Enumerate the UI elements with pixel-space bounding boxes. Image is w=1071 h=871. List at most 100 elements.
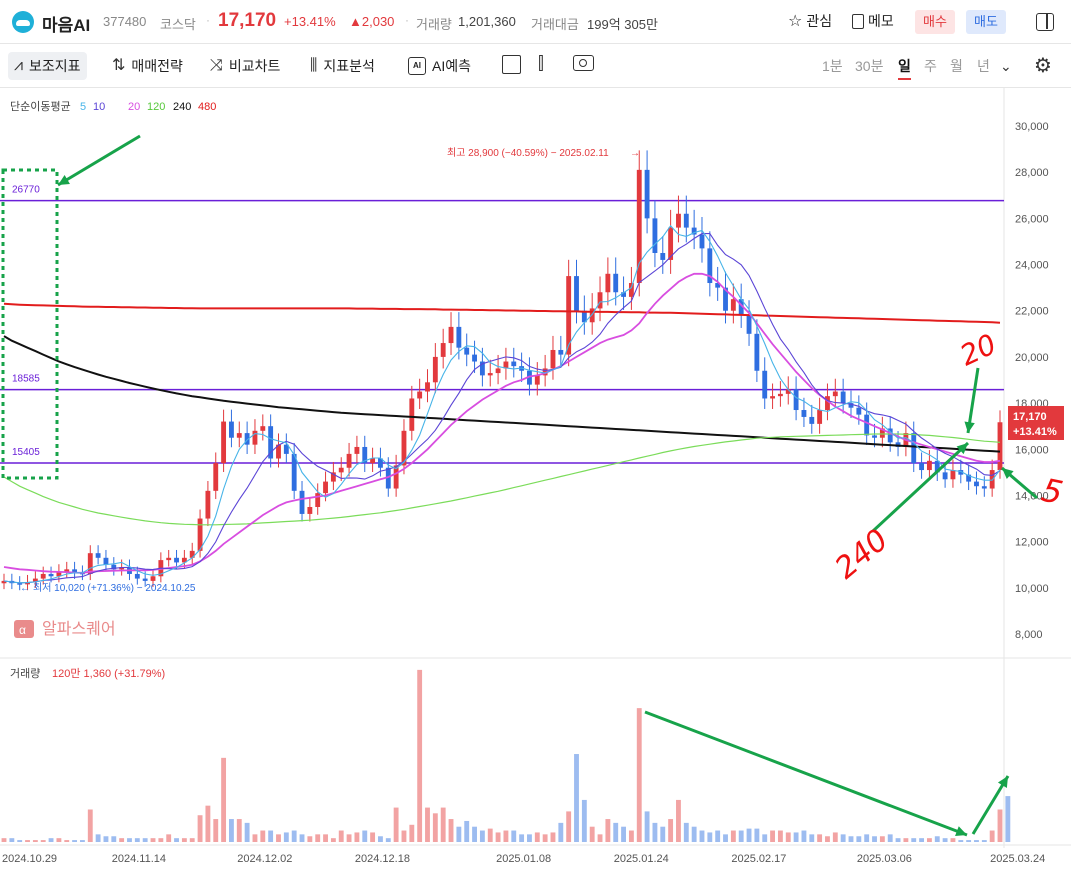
candle-body xyxy=(566,276,572,355)
candle-body xyxy=(174,557,179,563)
volume-bar xyxy=(981,840,987,842)
period-year[interactable]: 년 xyxy=(977,58,990,74)
candle-body xyxy=(393,465,399,489)
strategy-button[interactable]: ⇅ 매매전략 xyxy=(112,52,183,80)
green-arrow-volume-up xyxy=(971,775,1010,835)
volume-bar xyxy=(64,840,70,842)
candle-body xyxy=(856,407,862,415)
candle-body xyxy=(777,393,783,397)
period-day[interactable]: 일 xyxy=(898,52,911,80)
volume-bar xyxy=(166,834,172,842)
candle-body xyxy=(683,213,689,228)
analysis-button[interactable]: ⫼ 지표분석 xyxy=(310,52,375,80)
price-tick-label: 12,000 xyxy=(1015,537,1049,549)
watch-button[interactable]: ☆ 관심 xyxy=(788,11,832,31)
change-percent: +13.41% xyxy=(284,14,336,29)
candle-body xyxy=(676,213,681,228)
volume-bar xyxy=(48,838,54,842)
candle-body xyxy=(252,430,258,445)
volume-bar xyxy=(950,838,956,842)
gear-icon[interactable]: ⚙ xyxy=(1034,55,1052,77)
candle-body xyxy=(872,435,877,438)
memo-label: 메모 xyxy=(868,13,894,29)
volume-bar xyxy=(817,834,823,842)
volume-bar xyxy=(966,840,972,842)
volume-bar xyxy=(456,826,462,842)
volume-bar xyxy=(738,830,744,842)
handwritten-20: 20 xyxy=(955,327,1001,372)
volume-bar xyxy=(354,832,360,842)
volume-bar xyxy=(879,836,885,842)
candle-body xyxy=(691,227,697,235)
period-30min[interactable]: 30분 xyxy=(855,58,884,74)
volume-bar xyxy=(825,836,830,842)
volume-bar xyxy=(362,830,368,842)
period-1min[interactable]: 1분 xyxy=(822,58,843,74)
volume-bar xyxy=(174,838,179,842)
indicator-button[interactable]: ⩘ 보조지표 xyxy=(8,52,87,80)
volume-bar xyxy=(997,809,1003,842)
volume-bar xyxy=(519,834,525,842)
volume-bar xyxy=(330,838,336,842)
ma-legend-5: 5 xyxy=(80,101,86,113)
candle-body xyxy=(966,474,972,482)
trade-value: 199억 305만 xyxy=(587,17,658,32)
layout-toggle-icon[interactable] xyxy=(1036,13,1054,31)
candle-body xyxy=(597,292,603,309)
candle-body xyxy=(417,391,423,399)
volume-bar xyxy=(236,819,242,842)
stock-name: 마음AI xyxy=(42,16,91,35)
candle-body xyxy=(25,582,30,585)
candle-body xyxy=(425,382,430,392)
camera-icon[interactable] xyxy=(573,55,594,71)
volume-bar xyxy=(864,834,870,842)
volume-bar xyxy=(346,834,352,842)
volume-bar xyxy=(252,834,258,842)
volume-bar xyxy=(464,820,470,842)
candle-body xyxy=(260,426,266,431)
memo-button[interactable]: 메모 xyxy=(852,11,894,31)
candle-body xyxy=(628,283,634,297)
stock-chart[interactable]: 26770 18585 15405 30,000 28,000 26,000 24,000… xyxy=(0,88,1071,871)
candle-body xyxy=(527,370,532,385)
ai-button[interactable]: AI AI예측 xyxy=(408,52,471,80)
market-label: 코스닥 xyxy=(160,17,196,32)
volume-bar xyxy=(974,840,979,842)
square-tool-icon[interactable] xyxy=(502,55,521,74)
low-arrow-icon: ← xyxy=(20,583,30,594)
period-month[interactable]: 월 xyxy=(950,58,963,74)
candle-body xyxy=(17,583,23,585)
date-tick-label: 2024.11.14 xyxy=(112,853,166,865)
candle-body xyxy=(479,361,485,376)
header-sep-dot: · xyxy=(206,13,210,27)
volume-bar xyxy=(636,708,642,842)
watermark-logo-icon xyxy=(14,620,34,638)
volume-bar xyxy=(558,822,564,842)
candle-type-icon[interactable]: ⫿ xyxy=(538,53,544,73)
buy-button[interactable]: 매수 xyxy=(915,10,955,34)
candle-body xyxy=(221,421,227,464)
period-week[interactable]: 주 xyxy=(924,58,937,74)
volume-bar xyxy=(542,834,548,842)
last-price-value: 17,170 xyxy=(1013,411,1047,423)
volume-bar xyxy=(872,836,877,842)
candle-body xyxy=(111,564,117,570)
candle-body xyxy=(644,169,650,219)
candle-body xyxy=(189,550,195,558)
chevron-down-icon[interactable]: ⌄ xyxy=(1000,58,1012,74)
volume-bar xyxy=(895,838,901,842)
volume-bar xyxy=(676,799,681,842)
volume-bar xyxy=(244,822,250,842)
candle-body xyxy=(997,422,1003,471)
price-tick-label: 14,000 xyxy=(1015,490,1049,502)
green-arrow-to-box-head xyxy=(58,174,70,185)
price-tick-label: 8,000 xyxy=(1015,629,1043,641)
sell-button[interactable]: 매도 xyxy=(966,10,1006,34)
green-arrow-ma20 xyxy=(966,367,980,434)
volume-bar xyxy=(1005,796,1011,842)
indicator-icon: ⩘ xyxy=(14,57,24,74)
compare-button[interactable]: ⤨ 비교차트 xyxy=(210,52,280,80)
volume-bar xyxy=(848,836,854,842)
volume-bar xyxy=(527,834,532,842)
volume-bar xyxy=(315,834,321,842)
